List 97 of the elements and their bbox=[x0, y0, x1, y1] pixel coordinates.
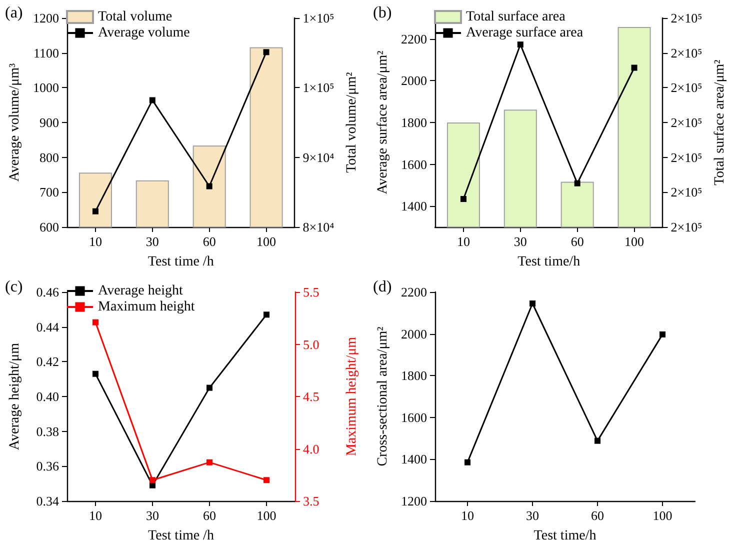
point bbox=[206, 183, 212, 190]
point bbox=[263, 49, 270, 56]
x-tick-label: 100 bbox=[256, 508, 276, 523]
y-tick-label: 0.34 bbox=[36, 494, 60, 508]
y-tick-label: 1200 bbox=[401, 494, 427, 508]
x-tick-label: 100 bbox=[652, 508, 672, 523]
y-axis-title: Average height/μm bbox=[8, 342, 22, 450]
y2-tick-label: 2×10⁵ bbox=[670, 150, 702, 165]
point bbox=[92, 370, 98, 377]
point bbox=[92, 319, 98, 326]
x-axis-title: Test time/h bbox=[518, 254, 580, 270]
chart-title: (d) bbox=[373, 278, 392, 296]
y-tick-label: 0.46 bbox=[36, 284, 60, 300]
y2-tick-label: 2×10⁵ bbox=[670, 115, 702, 130]
x-axis-title: Test time/h bbox=[534, 528, 596, 544]
y2-tick-label: 8×10⁴ bbox=[302, 220, 335, 234]
y2-tick-label: 1×10⁵ bbox=[302, 10, 334, 26]
y2-tick-label: 2×10⁵ bbox=[670, 184, 702, 200]
x-tick-label: 60 bbox=[591, 508, 604, 523]
x-tick-label: 10 bbox=[461, 508, 474, 523]
y2-axis-title: Total surface area/μm² bbox=[712, 60, 728, 186]
point bbox=[464, 459, 470, 466]
point bbox=[264, 312, 270, 318]
point bbox=[206, 384, 212, 391]
x-tick-label: 10 bbox=[88, 234, 102, 249]
chart-title: (c) bbox=[5, 278, 23, 296]
y2-tick-label: 2×10⁵ bbox=[670, 80, 702, 96]
point bbox=[574, 180, 580, 186]
x-axis-title: Test time /h bbox=[148, 254, 214, 270]
legend-label: Average surface area bbox=[466, 26, 584, 40]
y2-tick-label: 9×10⁴ bbox=[302, 150, 335, 165]
x-tick-label: 60 bbox=[202, 234, 216, 249]
y2-axis-title: Maximum height/μm bbox=[344, 336, 360, 456]
y-tick-label: 700 bbox=[40, 184, 59, 200]
legend-label: Total volume bbox=[98, 10, 172, 24]
y-tick-label: 0.44 bbox=[36, 319, 60, 334]
y-tick-label: 1600 bbox=[401, 410, 427, 425]
point bbox=[530, 300, 536, 306]
y2-tick-label: 4.5 bbox=[303, 389, 320, 404]
point bbox=[206, 459, 212, 466]
y-tick-label: 1100 bbox=[33, 45, 59, 60]
legend-label: Maximum height bbox=[98, 300, 195, 314]
y2-tick-label: 2×10⁵ bbox=[670, 10, 702, 26]
y2-tick-label: 3.5 bbox=[303, 494, 320, 508]
point bbox=[150, 477, 156, 484]
y-tick-label: 1200 bbox=[33, 10, 59, 26]
y-tick-label: 800 bbox=[40, 150, 59, 165]
y-tick-label: 0.36 bbox=[36, 458, 60, 474]
y-tick-label: 0.42 bbox=[36, 354, 59, 370]
point bbox=[517, 42, 524, 48]
x-tick-label: 30 bbox=[514, 234, 527, 249]
point bbox=[594, 438, 600, 444]
y2-tick-label: 2×10⁵ bbox=[670, 45, 702, 60]
x-tick-label: 30 bbox=[146, 508, 159, 523]
chart-title: (b) bbox=[373, 4, 392, 22]
x-tick-label: 10 bbox=[456, 234, 470, 249]
point bbox=[631, 64, 638, 71]
x-tick-label: 60 bbox=[570, 234, 584, 249]
point bbox=[264, 477, 270, 484]
y-tick-label: 2000 bbox=[401, 326, 427, 342]
point bbox=[460, 196, 466, 202]
x-tick-label: 100 bbox=[256, 234, 276, 249]
legend-label: Average volume bbox=[98, 26, 190, 40]
y2-tick-label: 4.0 bbox=[303, 441, 320, 456]
legend-label: Average height bbox=[98, 284, 183, 298]
y-axis-title: Average volume/μm³ bbox=[8, 63, 22, 182]
y2-tick-label: 1×10⁵ bbox=[302, 80, 334, 96]
y-tick-label: 2200 bbox=[401, 31, 427, 46]
y-tick-label: 0.38 bbox=[36, 424, 59, 439]
legend-label: Total surface area bbox=[466, 10, 566, 24]
x-tick-label: 60 bbox=[203, 508, 216, 523]
y-tick-label: 600 bbox=[40, 220, 59, 234]
y2-axis-title: Total volume/μm² bbox=[344, 72, 360, 173]
x-tick-label: 30 bbox=[146, 234, 159, 249]
y-tick-label: 1000 bbox=[33, 80, 59, 96]
y-tick-label: 1400 bbox=[401, 198, 427, 214]
y2-tick-label: 5.0 bbox=[303, 336, 320, 352]
y-tick-label: 2000 bbox=[401, 73, 427, 88]
point bbox=[149, 97, 156, 104]
point bbox=[660, 331, 666, 338]
y-axis-title: Average surface area/μm² bbox=[376, 50, 390, 194]
point bbox=[92, 208, 98, 214]
y-tick-label: 900 bbox=[40, 115, 59, 130]
x-axis-title: Test time /h bbox=[148, 528, 214, 544]
y2-tick-label: 2×10⁵ bbox=[670, 220, 702, 234]
chart-title: (a) bbox=[5, 4, 23, 22]
x-tick-label: 10 bbox=[89, 508, 102, 523]
y-tick-label: 1600 bbox=[401, 156, 427, 172]
y-tick-label: 1800 bbox=[401, 115, 427, 130]
y-tick-label: 1400 bbox=[401, 452, 427, 467]
y-tick-label: 2200 bbox=[401, 284, 427, 300]
y2-tick-label: 5.5 bbox=[303, 284, 320, 300]
y-axis-title: Cross-sectional area/μm² bbox=[376, 326, 390, 466]
y-tick-label: 0.40 bbox=[36, 389, 59, 404]
x-tick-label: 100 bbox=[624, 234, 644, 249]
y-tick-label: 1800 bbox=[401, 368, 427, 384]
x-tick-label: 30 bbox=[526, 508, 539, 523]
